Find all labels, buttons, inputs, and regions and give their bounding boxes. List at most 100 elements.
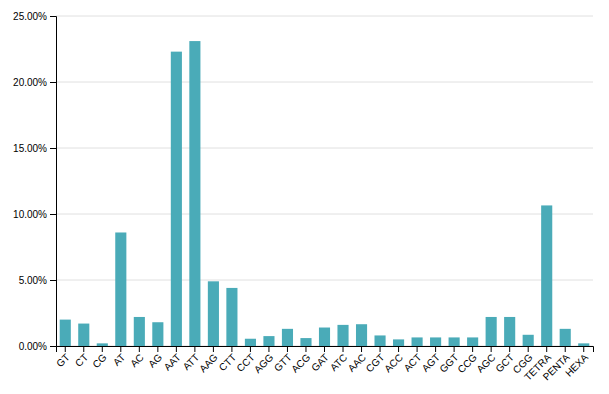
x-tick-label: AGC: [474, 352, 497, 375]
bar: [171, 52, 182, 346]
y-tick: 10.00%: [13, 209, 56, 220]
bar: [467, 337, 478, 346]
bars: [60, 41, 590, 346]
x-tick-label: AG: [146, 352, 164, 370]
x-tick: CT: [73, 346, 90, 369]
x-tick-mark: [565, 346, 566, 352]
x-tick-mark: [176, 346, 177, 352]
bar: [337, 325, 348, 346]
x-tick-mark: [472, 346, 473, 352]
x-tick-label: CG: [90, 352, 109, 371]
x-tick-mark: [546, 346, 547, 352]
x-tick-mark: [343, 346, 344, 352]
x-tick: GGT: [437, 346, 460, 375]
bar: [504, 317, 515, 346]
x-tick: ACC: [382, 346, 405, 374]
x-tick-label: AGT: [420, 352, 442, 374]
x-tick-label: AAT: [162, 352, 183, 373]
y-tick-mark: [50, 82, 56, 83]
bar: [393, 339, 404, 346]
x-tick: AT: [111, 346, 127, 368]
x-tick: CCG: [456, 346, 480, 375]
x-tick: ACG: [289, 346, 312, 375]
bar: [134, 317, 145, 346]
y-tick-mark: [50, 346, 56, 347]
x-tick-label: AC: [128, 352, 146, 370]
grid-line: [56, 280, 593, 281]
x-tick: GT: [54, 346, 72, 369]
x-tick: AC: [128, 346, 146, 369]
y-tick-mark: [50, 148, 56, 149]
x-tick: ATC: [328, 346, 349, 373]
bar: [578, 343, 589, 346]
bar: [412, 337, 423, 346]
bar: [263, 336, 274, 346]
x-tick: CG: [90, 346, 109, 370]
x-tick-mark: [83, 346, 84, 352]
x-tick-mark: [268, 346, 269, 352]
bar: [430, 337, 441, 346]
x-tick: AAG: [197, 346, 220, 374]
bar: [245, 339, 256, 346]
bar: [189, 41, 200, 346]
x-tick-label: GTT: [272, 352, 294, 374]
x-tick-label: ATT: [181, 352, 202, 373]
plot: 0.00%5.00%10.00%15.00%20.00%25.00%GTCTCG…: [13, 11, 593, 383]
x-tick: GAT: [309, 346, 331, 373]
y-tick-label: 25.00%: [13, 11, 47, 22]
x-tick-label: AAG: [197, 352, 220, 375]
x-tick: AAT: [162, 346, 183, 373]
x-tick-mark: [287, 346, 288, 352]
x-tick-mark: [380, 346, 381, 352]
y-axis-line: [50, 17, 57, 347]
bar: [97, 343, 108, 346]
x-tick-mark: [157, 346, 158, 352]
x-tick: PENTA: [541, 346, 572, 382]
x-tick: ACT: [402, 346, 424, 374]
x-tick-label: CTT: [217, 352, 239, 374]
y-tick-mark: [50, 280, 56, 281]
x-tick-label: CT: [73, 352, 90, 369]
x-tick: AGC: [474, 346, 497, 375]
x-tick: AGT: [420, 346, 442, 374]
x-tick-label: HEXA: [563, 351, 590, 378]
x-tick-mark: [583, 346, 584, 352]
grid: [56, 16, 593, 346]
x-tick: AAC: [346, 346, 368, 374]
bar: [319, 328, 330, 346]
bar: [486, 317, 497, 346]
x-tick-label: CCT: [234, 352, 256, 374]
y-tick: 25.00%: [13, 11, 56, 22]
x-tick-mark: [250, 346, 251, 352]
bar: [523, 335, 534, 346]
y-tick: 5.00%: [19, 275, 56, 286]
x-tick-label: GGT: [437, 352, 460, 375]
x-tick-label: GAT: [309, 352, 331, 374]
x-tick-mark: [509, 346, 510, 352]
x-tick-mark: [324, 346, 325, 352]
y-tick-label: 5.00%: [19, 275, 47, 286]
x-tick-label: AGG: [252, 352, 276, 376]
x-tick-label: AAC: [346, 352, 368, 374]
x-tick-mark: [102, 346, 103, 352]
y-tick-label: 10.00%: [13, 209, 47, 220]
x-tick-mark: [231, 346, 232, 352]
bar: [226, 288, 237, 346]
x-tick-mark: [528, 346, 529, 352]
bar: [541, 205, 552, 346]
bar: [152, 322, 163, 346]
x-tick-mark: [491, 346, 492, 352]
x-tick-label: CCG: [456, 352, 480, 376]
x-tick-label: CGT: [364, 352, 387, 375]
x-tick-mark: [435, 346, 436, 352]
y-tick-mark: [50, 16, 56, 17]
bar: [560, 329, 571, 346]
x-tick: HEXA: [563, 346, 590, 379]
bar: [356, 324, 367, 346]
bar: [282, 329, 293, 346]
x-tick: CGT: [364, 346, 387, 374]
x-tick-mark: [398, 346, 399, 352]
y-tick: 20.00%: [13, 77, 56, 88]
x-tick-mark: [194, 346, 195, 352]
grid-line: [56, 16, 593, 17]
